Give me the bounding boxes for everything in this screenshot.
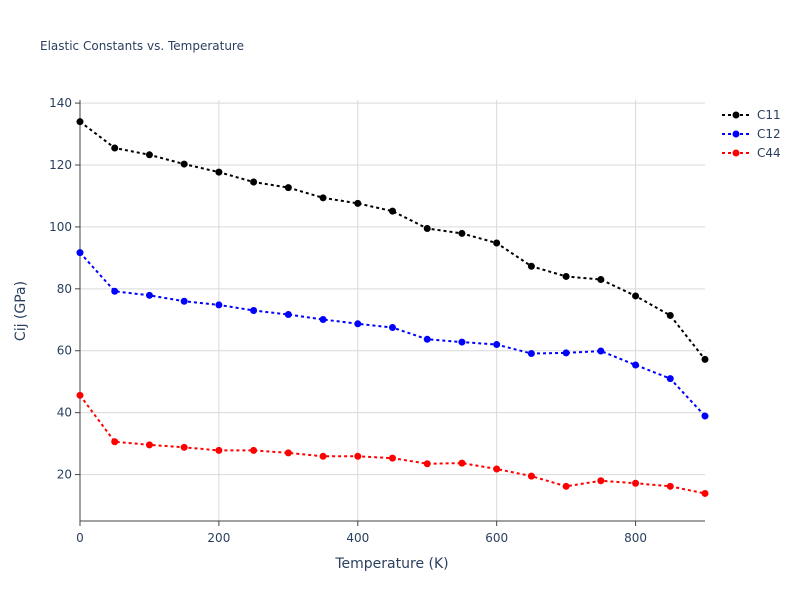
series-line <box>79 120 706 361</box>
y-tick-label: 140 <box>49 96 72 110</box>
legend-marker <box>732 149 740 157</box>
x-tick-label: 200 <box>207 531 230 545</box>
data-point <box>76 391 84 399</box>
y-tick-label: 80 <box>57 282 72 296</box>
data-point <box>423 224 431 232</box>
data-point <box>215 446 223 454</box>
legend: C11 C12 C44 <box>722 108 781 160</box>
data-point <box>389 207 396 215</box>
data-point <box>76 118 84 126</box>
data-point <box>145 151 153 159</box>
legend-marker <box>732 111 740 119</box>
data-point <box>354 452 362 460</box>
data-point <box>145 291 153 299</box>
data-point <box>354 320 362 328</box>
data-point <box>701 412 709 420</box>
data-point <box>493 239 501 247</box>
data-point <box>527 262 535 270</box>
data-point <box>493 341 501 349</box>
data-point <box>632 479 640 487</box>
legend-label: C11 <box>757 108 781 122</box>
data-point <box>458 229 466 237</box>
data-point <box>562 482 570 490</box>
data-point <box>493 465 501 473</box>
data-point <box>389 324 396 332</box>
data-point <box>111 144 119 152</box>
data-point <box>319 315 327 323</box>
data-point <box>180 443 188 451</box>
legend-item-c11: C11 <box>722 108 781 122</box>
series-c11 <box>76 118 709 363</box>
y-tick-label: 20 <box>57 468 72 482</box>
data-point <box>145 441 153 449</box>
data-point <box>284 449 292 457</box>
x-tick-label: 800 <box>624 531 647 545</box>
series-line <box>79 394 706 495</box>
data-point <box>562 272 570 280</box>
data-point <box>284 184 292 192</box>
legend-label: C44 <box>757 146 781 160</box>
data-point <box>423 460 431 468</box>
grid-layer <box>80 100 705 521</box>
data-point <box>597 477 605 485</box>
data-point <box>319 452 327 460</box>
data-point <box>215 301 223 309</box>
series-c44 <box>76 391 709 497</box>
data-point <box>111 287 119 295</box>
data-point <box>389 454 396 462</box>
x-tick-label: 0 <box>76 531 84 545</box>
data-point <box>701 489 709 497</box>
series-c12 <box>76 249 709 420</box>
legend-marker <box>732 130 740 138</box>
data-point <box>423 335 431 343</box>
x-tick-label: 600 <box>485 531 508 545</box>
legend-item-c12: C12 <box>722 127 781 141</box>
legend-item-c44: C44 <box>722 146 781 160</box>
data-point <box>180 160 188 168</box>
y-tick-label: 100 <box>49 220 72 234</box>
data-point <box>597 276 605 284</box>
data-point <box>284 311 292 319</box>
data-point <box>597 347 605 355</box>
series-layer <box>76 118 709 497</box>
data-point <box>666 482 674 490</box>
x-axis-title: Temperature (K) <box>334 556 448 572</box>
data-point <box>215 168 223 176</box>
legend-label: C12 <box>757 127 781 141</box>
axes-layer: 0 200 400 600 800 20 40 60 80 100 120 140 <box>49 96 705 545</box>
data-point <box>632 361 640 369</box>
y-tick-label: 60 <box>57 344 72 358</box>
data-point <box>111 438 119 446</box>
data-point <box>666 375 674 383</box>
data-point <box>250 178 258 186</box>
y-tick-label: 120 <box>49 158 72 172</box>
data-point <box>354 199 362 207</box>
data-point <box>458 338 466 346</box>
data-point <box>666 311 674 319</box>
series-line <box>79 251 706 417</box>
data-point <box>76 249 84 257</box>
data-point <box>701 355 709 363</box>
data-point <box>250 307 258 314</box>
y-tick-label: 40 <box>57 406 72 420</box>
y-axis-title: Cij (GPa) <box>13 281 29 341</box>
data-point <box>562 349 570 357</box>
data-point <box>527 350 535 358</box>
chart-title: Elastic Constants vs. Temperature <box>40 39 244 53</box>
data-point <box>250 446 258 454</box>
data-point <box>527 472 535 480</box>
x-tick-label: 400 <box>346 531 369 545</box>
data-point <box>458 459 466 467</box>
data-point <box>319 194 327 202</box>
data-point <box>180 297 188 305</box>
data-point <box>632 292 640 300</box>
